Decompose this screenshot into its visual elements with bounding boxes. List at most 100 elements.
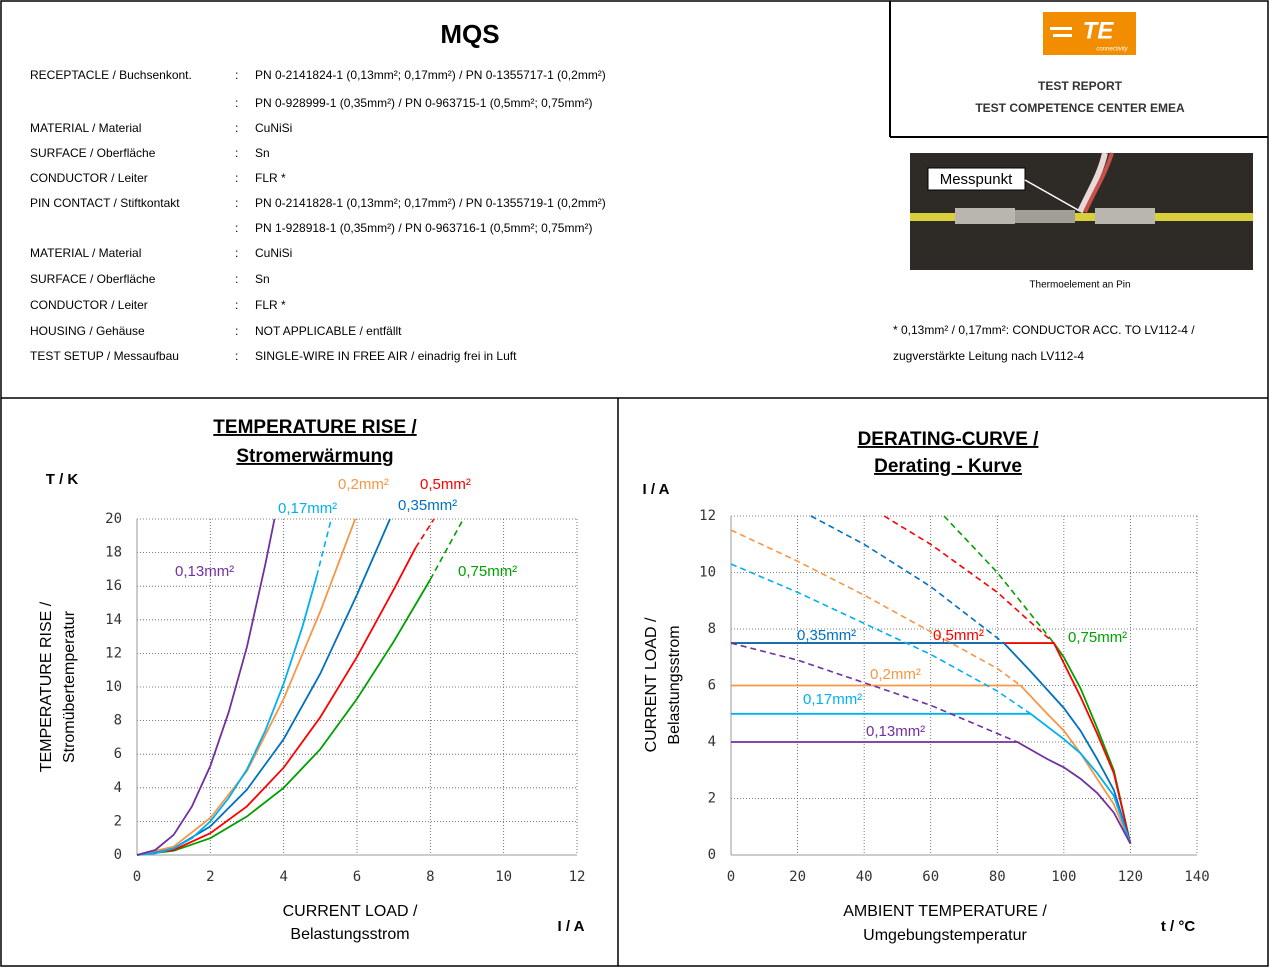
- x-tick-label: 100: [1051, 869, 1076, 885]
- y-tick-label: 8: [114, 713, 122, 729]
- x-tick-label: 2: [206, 869, 214, 885]
- series-label: 0,5mm²: [933, 627, 984, 644]
- spec-value: PN 0-928999-1 (0,35mm²) / PN 0-963715-1 …: [255, 96, 592, 110]
- chart-title: TEMPERATURE RISE /: [213, 417, 417, 438]
- spec-value: CuNiSi: [255, 121, 292, 135]
- y-unit: I / A: [643, 481, 670, 498]
- photo-thermocouple: [1077, 152, 1108, 214]
- spec-separator: :: [235, 298, 238, 312]
- extrapolated-curve: [943, 515, 1055, 644]
- y-axis-label: CURRENT LOAD /: [643, 617, 660, 752]
- spec-separator: :: [235, 96, 238, 110]
- chart-title: DERATING-CURVE /: [858, 429, 1040, 450]
- y-tick-label: 16: [105, 578, 122, 594]
- photo-connector: [1095, 208, 1155, 224]
- x-tick-label: 12: [569, 869, 586, 885]
- footnote: zugverstärkte Leitung nach LV112-4: [893, 349, 1084, 363]
- chart-title: Derating - Kurve: [874, 456, 1022, 477]
- y-tick-label: 20: [105, 511, 122, 527]
- spec-value: PN 0-2141824-1 (0,13mm²; 0,17mm²) / PN 0…: [255, 68, 606, 82]
- x-tick-label: 0: [727, 869, 735, 885]
- y-tick-label: 0: [708, 847, 716, 863]
- extrapolated-curve: [415, 518, 435, 549]
- x-tick-label: 120: [1118, 869, 1143, 885]
- spec-value: PN 0-2141828-1 (0,13mm²; 0,17mm²) / PN 0…: [255, 196, 606, 210]
- y-tick-label: 12: [105, 645, 122, 661]
- spec-label: HOUSING / Gehäuse: [30, 324, 145, 338]
- y-axis-label: Belastungsstrom: [666, 625, 683, 744]
- extrapolated-curve: [730, 642, 1018, 743]
- photo-label: Messpunkt: [940, 171, 1013, 188]
- photo-label-box: [927, 167, 1026, 191]
- x-axis-label: Belastungsstrom: [290, 926, 409, 943]
- x-tick-label: 40: [856, 869, 873, 885]
- logo: [1043, 12, 1136, 55]
- spec-value: NOT APPLICABLE / entfällt: [255, 324, 402, 338]
- curve: [136, 518, 357, 856]
- logo-text: TE: [1083, 17, 1115, 44]
- y-tick-label: 18: [105, 545, 122, 561]
- document-title: MQS: [440, 19, 499, 49]
- photo-arrow: [1024, 179, 1079, 211]
- logo-subtext: connectivity: [1096, 47, 1128, 53]
- x-tick-label: 4: [279, 869, 287, 885]
- curve: [731, 642, 1132, 844]
- x-tick-label: 60: [922, 869, 939, 885]
- y-tick-label: 2: [708, 791, 716, 807]
- extrapolated-curve: [730, 563, 1032, 715]
- curve: [731, 684, 1132, 845]
- spec-separator: :: [235, 196, 238, 210]
- x-unit: I / A: [558, 918, 585, 935]
- x-tick-label: 8: [426, 869, 434, 885]
- extrapolated-curve: [315, 518, 333, 577]
- chart-title: Stromerwärmung: [236, 446, 393, 467]
- series-label: 0,17mm²: [803, 691, 862, 708]
- specification-table: RECEPTACLE / Buchsenkont.: PN 0-2141824-1…: [30, 68, 606, 363]
- spec-value: CuNiSi: [255, 246, 292, 260]
- logo-bar: [1050, 27, 1072, 30]
- y-tick-label: 4: [114, 780, 122, 796]
- extrapolated-curve: [730, 529, 1022, 687]
- y-tick-label: 4: [708, 734, 716, 750]
- y-tick-label: 0: [114, 847, 122, 863]
- spec-separator: :: [235, 146, 238, 160]
- y-tick-label: 2: [114, 813, 122, 829]
- y-tick-label: 12: [699, 508, 716, 524]
- y-axis-label: Stromübertemperatur: [61, 610, 78, 763]
- extrapolated-curve: [883, 515, 1055, 644]
- spec-separator: :: [235, 272, 238, 286]
- series-label: 0,5mm²: [420, 476, 471, 493]
- y-tick-label: 6: [114, 746, 122, 762]
- photo-connector: [955, 208, 1015, 224]
- series-label: 0,75mm²: [1068, 629, 1127, 646]
- curve: [136, 575, 318, 856]
- photo-wire: [910, 213, 1253, 221]
- x-tick-label: 6: [353, 869, 361, 885]
- spec-separator: :: [235, 68, 238, 82]
- spec-value: Sn: [255, 146, 270, 160]
- x-axis-label: CURRENT LOAD /: [283, 903, 418, 920]
- series-label: 0,35mm²: [398, 497, 457, 514]
- series-label: 0,35mm²: [797, 627, 856, 644]
- spec-value: FLR *: [255, 298, 286, 312]
- curve: [731, 712, 1132, 844]
- spec-value: PN 1-928918-1 (0,35mm²) / PN 0-963716-1 …: [255, 221, 592, 235]
- y-unit: T / K: [46, 471, 79, 488]
- curve: [731, 741, 1132, 845]
- spec-label: SURFACE / Oberfläche: [30, 146, 156, 160]
- x-axis-label: Umgebungstemperatur: [863, 927, 1027, 944]
- logo-bar: [1053, 34, 1072, 37]
- spec-value: SINGLE-WIRE IN FREE AIR / einadrig frei …: [255, 349, 517, 363]
- spec-separator: :: [235, 349, 238, 363]
- x-tick-label: 80: [989, 869, 1006, 885]
- spec-label: MATERIAL / Material: [30, 246, 141, 260]
- spec-value: Sn: [255, 272, 270, 286]
- photo-connector: [1015, 210, 1075, 223]
- spec-label: TEST SETUP / Messaufbau: [30, 349, 179, 363]
- y-tick-label: 8: [708, 621, 716, 637]
- spec-value: FLR *: [255, 171, 286, 185]
- spec-label: SURFACE / Oberfläche: [30, 272, 156, 286]
- series-label: 0,13mm²: [175, 563, 234, 580]
- spec-separator: :: [235, 324, 238, 338]
- spec-label: RECEPTACLE / Buchsenkont.: [30, 68, 192, 82]
